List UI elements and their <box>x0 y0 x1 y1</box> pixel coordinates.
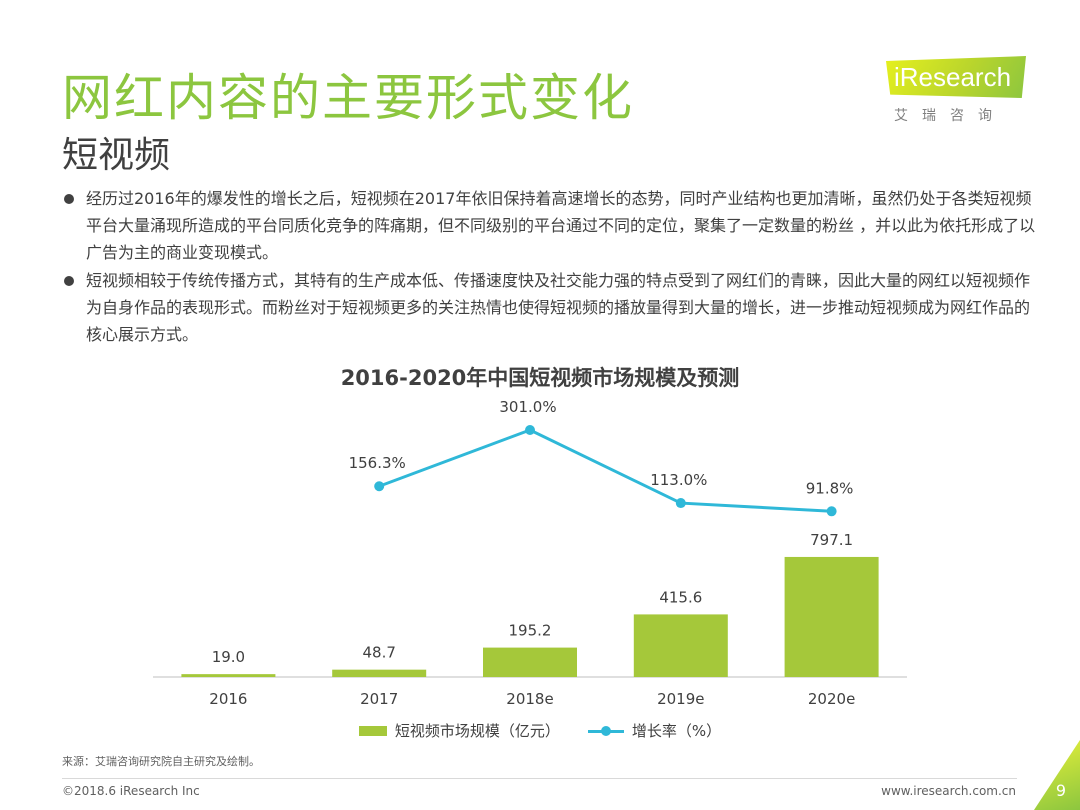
x-tick-label: 2017 <box>360 690 398 708</box>
bar-value-label: 797.1 <box>810 531 853 549</box>
x-tick-label: 2018e <box>506 690 553 708</box>
bullet-item: 经历过2016年的爆发性的增长之后，短视频在2017年依旧保持着高速增长的态势，… <box>62 185 1042 266</box>
growth-rate-label: 301.0% <box>499 398 556 416</box>
chart-title: 2016-2020年中国短视频市场规模及预测 <box>340 366 740 390</box>
growth-rate-point <box>675 498 686 509</box>
bar-value-label: 195.2 <box>509 622 552 640</box>
growth-rate-point <box>374 481 385 492</box>
footer-divider <box>62 778 1017 779</box>
bar-value-label: 19.0 <box>212 648 245 666</box>
growth-rate-point <box>525 425 535 435</box>
legend-item-market-size: 短视频市场规模（亿元） <box>358 720 560 741</box>
website-link[interactable]: www.iresearch.com.cn <box>881 784 1016 798</box>
bar-2020e <box>784 556 879 677</box>
bullet-item: 短视频相较于传统传播方式，其特有的生产成本低、传播速度快及社交能力强的特点受到了… <box>62 267 1042 348</box>
bar-2016 <box>181 674 276 677</box>
legend-item-growth-rate: 增长率（%） <box>587 720 722 741</box>
growth-rate-label: 91.8% <box>806 479 854 497</box>
bar-value-label: 415.6 <box>659 588 702 606</box>
page-number: 9 <box>1055 781 1066 800</box>
page-title: 网红内容的主要形式变化 <box>62 69 634 127</box>
legend-label: 增长率（%） <box>631 722 722 740</box>
x-tick-label: 2020e <box>808 690 855 708</box>
growth-rate-label: 156.3% <box>349 454 406 472</box>
logo-text: iResearch <box>894 62 1012 92</box>
bullet-list: 经历过2016年的爆发性的增长之后，短视频在2017年依旧保持着高速增长的态势，… <box>62 185 1042 349</box>
legend-bar-swatch <box>358 725 387 736</box>
iresearch-logo: iResearch 艾瑞咨询 <box>886 56 1036 126</box>
bar-2019e <box>633 614 728 677</box>
bar-2017 <box>332 669 427 677</box>
source-note: 来源：艾瑞咨询研究院自主研究及绘制。 <box>62 755 260 768</box>
market-size-chart: 19.0 2016 48.7 2017 195.2 2018e 415.6 2019e 797.… <box>153 398 907 708</box>
chart-legend: 短视频市场规模（亿元） 增长率（%） <box>0 720 1080 741</box>
legend-label: 短视频市场规模（亿元） <box>394 722 560 740</box>
bar-value-label: 48.7 <box>362 644 395 662</box>
growth-rate-line <box>378 428 832 513</box>
growth-rate-label: 113.0% <box>650 471 707 489</box>
bar-2018e <box>483 647 577 677</box>
legend-line-swatch <box>587 725 624 737</box>
x-tick-label: 2019e <box>657 690 704 708</box>
logo-badge <box>886 56 1026 98</box>
page-subtitle: 短视频 <box>62 135 171 176</box>
x-tick-label: 2016 <box>209 690 247 708</box>
copyright-text: ©2018.6 iResearch Inc <box>62 784 200 798</box>
logo-chinese-text: 艾瑞咨询 <box>894 108 1006 124</box>
growth-rate-point <box>826 506 837 517</box>
